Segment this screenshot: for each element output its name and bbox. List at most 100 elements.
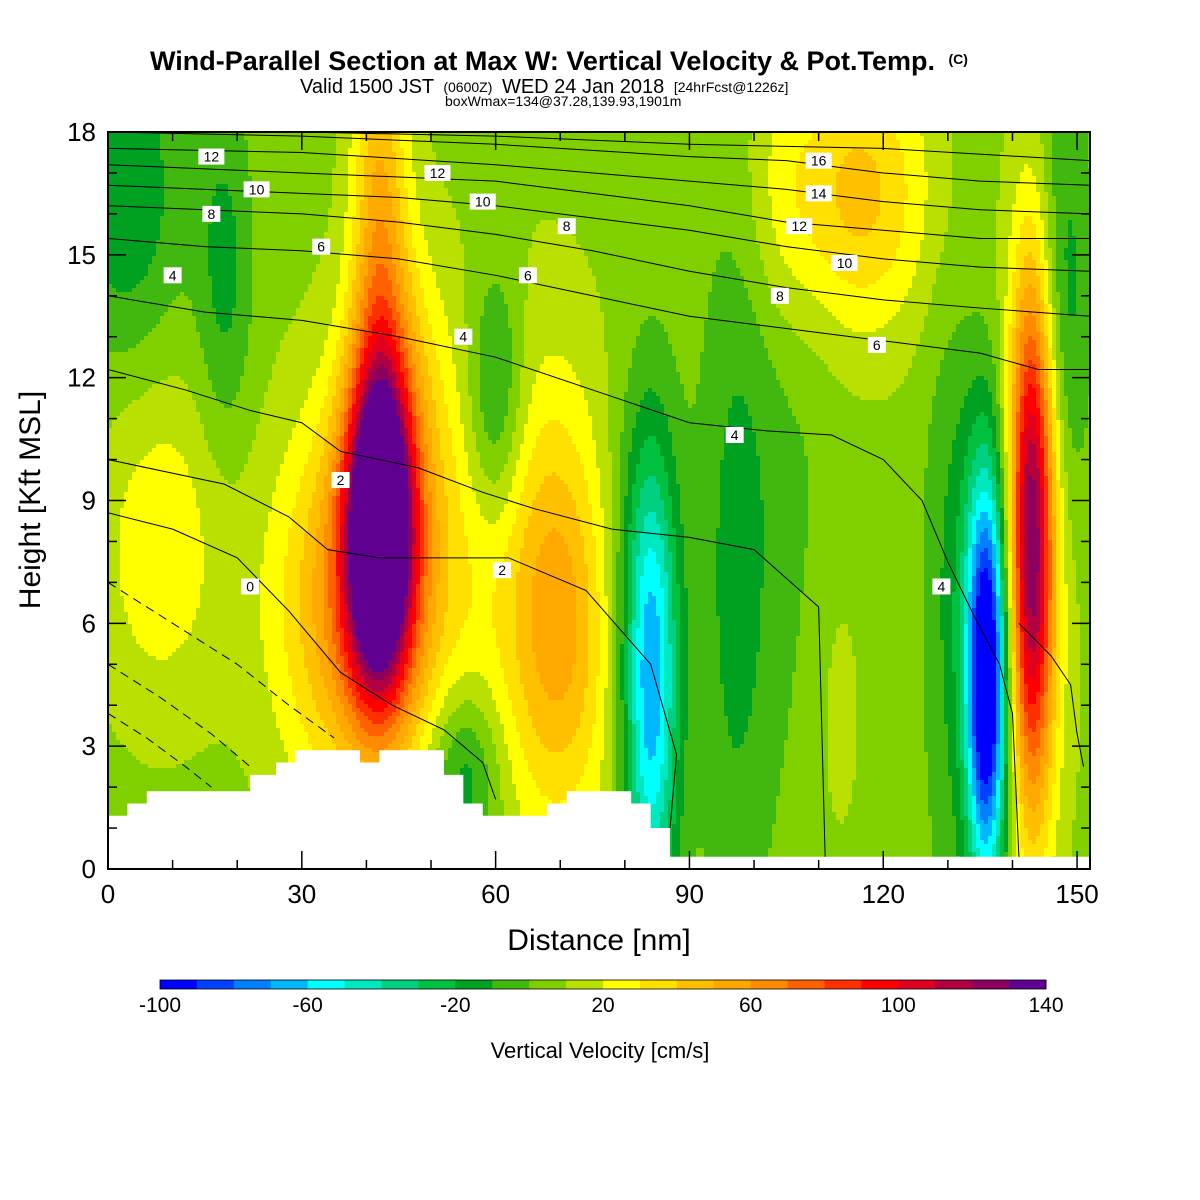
field-cell	[112, 440, 116, 444]
field-cell	[112, 276, 116, 280]
field-cell	[116, 316, 120, 320]
field-cell	[124, 324, 128, 328]
field-cell	[124, 248, 128, 252]
field-cell	[112, 572, 116, 576]
field-cell	[112, 800, 116, 804]
field-cell	[116, 800, 120, 804]
field-cell	[112, 548, 116, 552]
field-cell	[116, 360, 120, 364]
field-cell	[112, 648, 116, 652]
field-cell	[112, 452, 116, 456]
field-cell	[112, 340, 116, 344]
field-cell	[116, 164, 120, 168]
field-cell	[124, 436, 128, 440]
field-cell	[116, 224, 120, 228]
field-cell	[112, 288, 116, 292]
field-cell	[112, 628, 116, 632]
field-cell	[116, 488, 120, 492]
field-cell	[120, 424, 124, 428]
field-cell	[124, 408, 128, 412]
field-cell	[112, 552, 116, 556]
field-cell	[120, 444, 124, 448]
field-cell	[112, 696, 116, 700]
field-cell	[116, 740, 120, 744]
field-cell	[116, 640, 120, 644]
field-cell	[112, 280, 116, 284]
field-cell	[124, 292, 128, 296]
field-cell	[124, 136, 128, 140]
field-cell	[120, 788, 124, 792]
field-cell	[124, 228, 128, 232]
field-cell	[112, 188, 116, 192]
field-cell	[116, 804, 120, 808]
field-cell	[120, 756, 124, 760]
field-cell	[116, 524, 120, 528]
field-cell	[112, 672, 116, 676]
field-cell	[116, 160, 120, 164]
field-cell	[112, 528, 116, 532]
field-cell	[112, 304, 116, 308]
field-cell	[112, 708, 116, 712]
field-cell	[116, 720, 120, 724]
field-cell	[112, 136, 116, 140]
field-cell	[112, 752, 116, 756]
field-cell	[116, 728, 120, 732]
field-cell	[124, 388, 128, 392]
field-cell	[120, 452, 124, 456]
field-cell	[124, 484, 128, 488]
field-cell	[116, 420, 120, 424]
field-cell	[116, 808, 120, 812]
field-cell	[112, 596, 116, 600]
field-cell	[120, 780, 124, 784]
field-cell	[124, 220, 128, 224]
field-cell	[116, 344, 120, 348]
field-cell	[120, 320, 124, 324]
field-cell	[120, 596, 124, 600]
field-cell	[120, 544, 124, 548]
field-cell	[116, 240, 120, 244]
field-cell	[116, 176, 120, 180]
field-cell	[112, 472, 116, 476]
field-cell	[112, 568, 116, 572]
field-cell	[124, 464, 128, 468]
field-cell	[120, 548, 124, 552]
field-cell	[116, 668, 120, 672]
field-cell	[120, 792, 124, 796]
field-cell	[120, 288, 124, 292]
field-cell	[116, 776, 120, 780]
field-cell	[116, 244, 120, 248]
field-cell	[116, 572, 120, 576]
field-cell	[116, 676, 120, 680]
field-cell	[124, 240, 128, 244]
field-cell	[124, 400, 128, 404]
field-cell	[120, 160, 124, 164]
field-cell	[120, 328, 124, 332]
field-cell	[112, 224, 116, 228]
field-cell	[124, 360, 128, 364]
field-cell	[120, 152, 124, 156]
field-cell	[116, 492, 120, 496]
field-cell	[116, 424, 120, 428]
field-cell	[120, 664, 124, 668]
field-cell	[116, 708, 120, 712]
field-cell	[112, 432, 116, 436]
field-cell	[112, 616, 116, 620]
field-cell	[124, 188, 128, 192]
field-cell	[116, 596, 120, 600]
field-cell	[116, 552, 120, 556]
field-cell	[120, 724, 124, 728]
field-cell	[112, 808, 116, 812]
field-cell	[116, 264, 120, 268]
field-cell	[120, 488, 124, 492]
field-cell	[120, 628, 124, 632]
field-cell	[120, 656, 124, 660]
field-cell	[120, 608, 124, 612]
field-cell	[116, 256, 120, 260]
field-cell	[112, 312, 116, 316]
field-cell	[112, 404, 116, 408]
field-cell	[120, 804, 124, 808]
field-cell	[116, 412, 120, 416]
field-cell	[120, 808, 124, 812]
field-cell	[112, 216, 116, 220]
field-cell	[124, 328, 128, 332]
